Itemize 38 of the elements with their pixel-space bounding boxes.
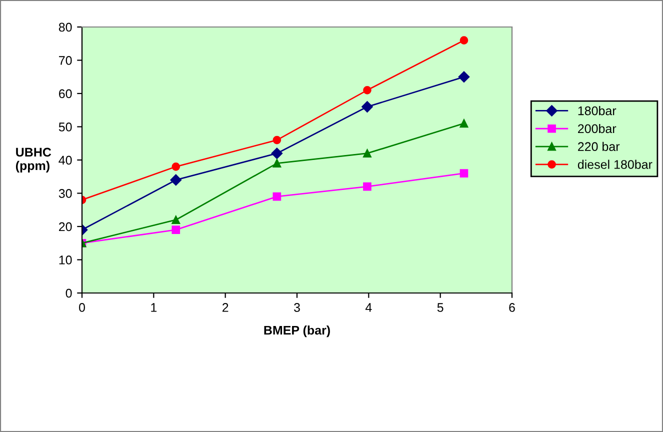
x-tick-label: 2 [222,303,228,312]
y-tick-label: 40 [58,156,72,165]
x-tick-label: 4 [365,303,372,312]
point [460,36,468,44]
point [362,101,373,112]
point [363,149,372,158]
y-tick-label: 50 [58,122,72,132]
legend-label: 200bar [578,124,616,134]
point [460,119,468,128]
x-tick-label: 5 [437,303,444,312]
legend-label: 220 bar [578,142,620,152]
legend-label: 180bar [578,106,616,116]
y-tick-label: 10 [59,256,72,264]
x-tick-label: 6 [509,303,515,312]
point [272,192,282,201]
y-tick-label: 0 [66,288,72,298]
point [170,174,182,186]
point [460,169,468,178]
point [272,136,282,144]
legend-label: diesel 180bar [578,160,652,169]
y-tick-label: 30 [58,189,72,198]
y-tick-label: 20 [59,222,72,232]
y-tick-label: 80 [58,22,72,32]
point [271,148,283,159]
x-tick-label: 0 [79,303,85,312]
point [172,216,180,224]
point [172,226,180,234]
point [458,71,470,82]
x-tick-label: 3 [294,303,300,312]
y-tick-label: 70 [59,56,72,65]
x-axis-title: BMEP (bar) [264,325,330,338]
point [363,182,372,191]
point [272,159,282,168]
point [172,162,180,171]
x-tick-label: 1 [151,303,157,312]
point [363,86,372,94]
y-tick-label: 60 [59,89,72,98]
y-axis-title: UBHC (ppm) [16,148,52,173]
